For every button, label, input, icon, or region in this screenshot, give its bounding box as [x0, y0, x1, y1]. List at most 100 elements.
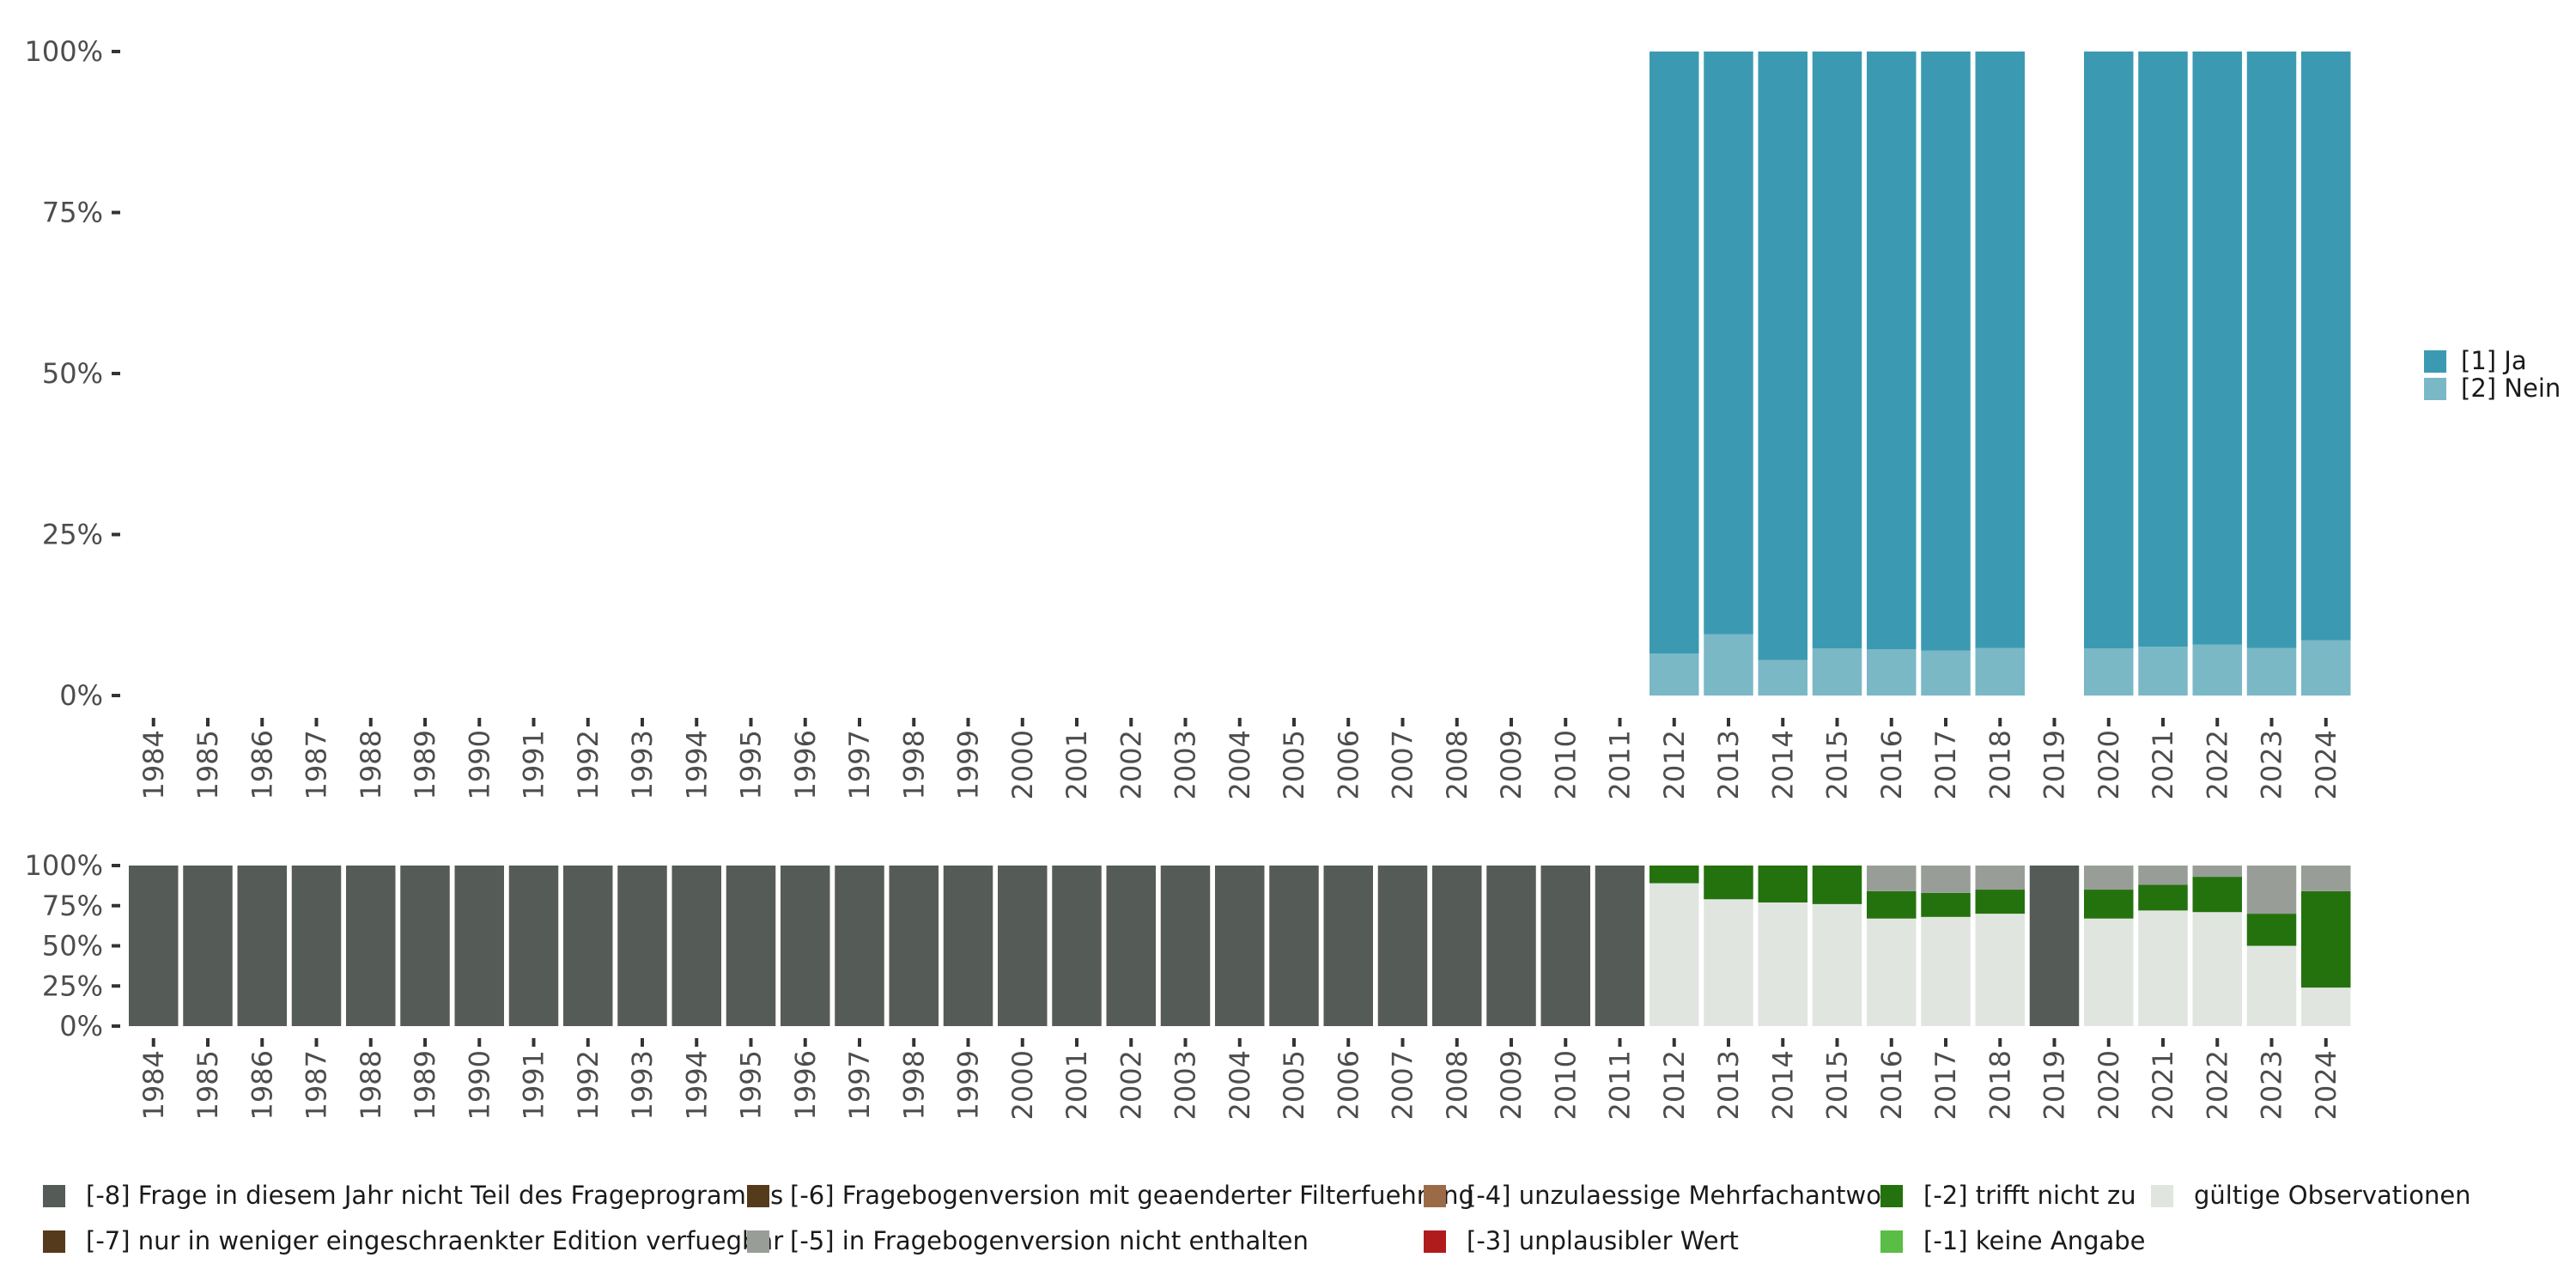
bottom-bar-2013-2-trifft-nicht-zu — [1704, 866, 1753, 900]
bottom-y-tick-label: 100% — [25, 849, 103, 882]
bottom-y-tick-label: 50% — [42, 930, 103, 963]
bottom-bar-2003-8-frage-in-diesem-jahr-nicht-teil-des-frageprogramms — [1160, 866, 1211, 1026]
bottom-legend-label-8-frage-in-diesem-jahr-nicht-teil-des-frageprogramms: [-8] Frage in diesem Jahr nicht Teil des… — [86, 1181, 783, 1210]
top-bar-2024-2-nein — [2301, 640, 2351, 696]
top-x-tick-label: 1996 — [789, 730, 822, 799]
top-x-tick-label: 2007 — [1387, 730, 1419, 799]
bottom-bar-2022-g-ltige-observationen — [2192, 912, 2242, 1026]
bottom-bar-2019-8-frage-in-diesem-jahr-nicht-teil-des-frageprogramms — [2029, 866, 2080, 1026]
bottom-bar-2022-5-in-fragebogenversion-nicht-enthalten — [2192, 866, 2242, 878]
top-y-tick-label: 75% — [42, 197, 103, 229]
bottom-legend-swatch-1-keine-angabe — [1880, 1230, 1903, 1253]
bottom-bar-1984-8-frage-in-diesem-jahr-nicht-teil-des-frageprogramms — [129, 866, 179, 1026]
bottom-legend-swatch-8-frage-in-diesem-jahr-nicht-teil-des-frageprogramms — [43, 1185, 65, 1207]
top-x-tick-label: 1986 — [246, 730, 278, 799]
top-x-tick-label: 1988 — [355, 730, 387, 799]
top-x-tick-label: 1984 — [137, 730, 170, 799]
bottom-bar-2015-g-ltige-observationen — [1812, 903, 1862, 1026]
bottom-bar-1985-8-frage-in-diesem-jahr-nicht-teil-des-frageprogramms — [183, 866, 233, 1026]
top-x-tick-label: 2010 — [1549, 730, 1582, 799]
bottom-bar-2016-g-ltige-observationen — [1867, 918, 1917, 1026]
top-x-tick-label: 2012 — [1658, 730, 1691, 799]
top-x-tick-label: 1990 — [463, 730, 495, 799]
top-bar-2013-2-nein — [1704, 634, 1753, 696]
bottom-x-tick-label: 1996 — [789, 1050, 822, 1120]
top-x-tick-label: 2003 — [1170, 730, 1202, 799]
bottom-bar-2007-8-frage-in-diesem-jahr-nicht-teil-des-frageprogramms — [1377, 866, 1428, 1026]
bottom-bar-2010-8-frage-in-diesem-jahr-nicht-teil-des-frageprogramms — [1540, 866, 1590, 1026]
top-y-tick-label: 25% — [42, 519, 103, 551]
bottom-x-tick-label: 1989 — [409, 1050, 441, 1120]
bottom-bar-2014-g-ltige-observationen — [1758, 902, 1807, 1026]
top-bar-2022-2-nein — [2192, 644, 2242, 696]
top-bar-2017-2-nein — [1921, 650, 1971, 696]
top-x-tick-label: 2021 — [2147, 730, 2179, 799]
bottom-bar-2011-8-frage-in-diesem-jahr-nicht-teil-des-frageprogramms — [1595, 866, 1645, 1026]
top-x-tick-label: 1985 — [191, 730, 224, 799]
bottom-y-tick-label: 25% — [42, 969, 103, 1002]
top-x-tick-label: 1997 — [843, 730, 876, 799]
bottom-x-tick-label: 2003 — [1170, 1050, 1202, 1120]
bottom-bar-2018-g-ltige-observationen — [1975, 914, 2025, 1026]
bottom-legend-swatch-3-unplausibler-wert — [1424, 1230, 1446, 1253]
top-legend-label-2-nein: [2] Nein — [2461, 374, 2561, 403]
bottom-x-tick-label: 2008 — [1441, 1050, 1473, 1120]
bottom-bar-2024-2-trifft-nicht-zu — [2301, 890, 2351, 988]
top-x-tick-label: 2018 — [1984, 730, 2016, 799]
bottom-bar-2023-g-ltige-observationen — [2246, 945, 2297, 1026]
bottom-bar-1990-8-frage-in-diesem-jahr-nicht-teil-des-frageprogramms — [454, 866, 504, 1026]
top-bar-2018-1-ja — [1975, 52, 2025, 648]
top-x-tick-label: 2022 — [2201, 730, 2233, 799]
bottom-bar-2020-2-trifft-nicht-zu — [2084, 890, 2134, 919]
top-x-tick-label: 1991 — [518, 730, 550, 799]
bottom-x-tick-label: 1997 — [843, 1050, 876, 1120]
top-x-tick-label: 1987 — [301, 730, 333, 799]
bottom-bar-2023-2-trifft-nicht-zu — [2246, 914, 2297, 946]
top-bar-2016-2-nein — [1867, 649, 1917, 696]
top-bar-2015-2-nein — [1812, 648, 1862, 696]
top-y-tick-label: 100% — [25, 35, 103, 68]
top-y-tick-label: 50% — [42, 357, 103, 390]
bottom-x-tick-label: 1992 — [572, 1050, 605, 1120]
top-bar-2020-2-nein — [2084, 648, 2134, 696]
bottom-legend-label-5-in-fragebogenversion-nicht-enthalten: [-5] in Fragebogenversion nicht enthalte… — [790, 1226, 1309, 1255]
bottom-bar-2013-g-ltige-observationen — [1704, 899, 1753, 1026]
bottom-panel: 0% 25% 50% 75% 100% 1984 1985 1986 1987 1988 1989 1… — [25, 849, 2351, 1120]
top-bar-2014-1-ja — [1758, 52, 1807, 660]
bottom-bar-2020-5-in-fragebogenversion-nicht-enthalten — [2084, 866, 2134, 890]
top-bar-2015-1-ja — [1812, 52, 1862, 649]
bottom-x-tick-label: 1998 — [897, 1050, 930, 1120]
bottom-x-tick-label: 1990 — [463, 1050, 495, 1120]
bottom-bar-2012-g-ltige-observationen — [1649, 883, 1699, 1026]
bottom-x-tick-label: 1986 — [246, 1050, 278, 1120]
bottom-x-tick-label: 2010 — [1549, 1050, 1582, 1120]
bottom-bar-1995-8-frage-in-diesem-jahr-nicht-teil-des-frageprogramms — [726, 866, 776, 1026]
top-legend: [1] Ja[2] Nein — [2424, 346, 2561, 403]
bottom-bar-2016-2-trifft-nicht-zu — [1867, 890, 1917, 919]
top-x-tick-label: 2023 — [2256, 730, 2288, 799]
bottom-legend-label-4-unzulaessige-mehrfachantwort: [-4] unzulaessige Mehrfachantwort — [1467, 1181, 1901, 1210]
bottom-y-tick-label: 0% — [59, 1010, 103, 1042]
bottom-x-tick-label: 2024 — [2310, 1050, 2342, 1120]
bottom-legend-swatch-2-trifft-nicht-zu — [1880, 1185, 1903, 1207]
top-bar-2018-2-nein — [1975, 647, 2025, 696]
bottom-x-tick-label: 1995 — [735, 1050, 768, 1120]
top-x-tick-label: 2017 — [1929, 730, 1962, 799]
top-bar-2023-1-ja — [2246, 52, 2297, 648]
bottom-bar-2020-g-ltige-observationen — [2084, 918, 2134, 1026]
bottom-bar-1988-8-frage-in-diesem-jahr-nicht-teil-des-frageprogramms — [346, 866, 396, 1026]
bottom-y-tick-label: 75% — [42, 890, 103, 922]
bottom-bar-2005-8-frage-in-diesem-jahr-nicht-teil-des-frageprogramms — [1269, 866, 1319, 1026]
bottom-bar-2000-8-frage-in-diesem-jahr-nicht-teil-des-frageprogramms — [998, 866, 1048, 1026]
top-bar-2012-1-ja — [1649, 52, 1699, 654]
bottom-bar-2024-g-ltige-observationen — [2301, 987, 2351, 1026]
bottom-legend: [-8] Frage in diesem Jahr nicht Teil des… — [43, 1181, 2471, 1255]
bottom-bar-1994-8-frage-in-diesem-jahr-nicht-teil-des-frageprogramms — [671, 866, 721, 1026]
top-bar-2021-1-ja — [2138, 52, 2188, 647]
top-bar-2012-2-nein — [1649, 653, 1699, 696]
top-x-tick-label: 2020 — [2093, 730, 2125, 799]
bottom-bar-2021-g-ltige-observationen — [2138, 910, 2188, 1026]
bottom-bar-2015-2-trifft-nicht-zu — [1812, 866, 1862, 904]
bottom-x-tick-label: 2007 — [1387, 1050, 1419, 1120]
top-x-tick-label: 2008 — [1441, 730, 1473, 799]
